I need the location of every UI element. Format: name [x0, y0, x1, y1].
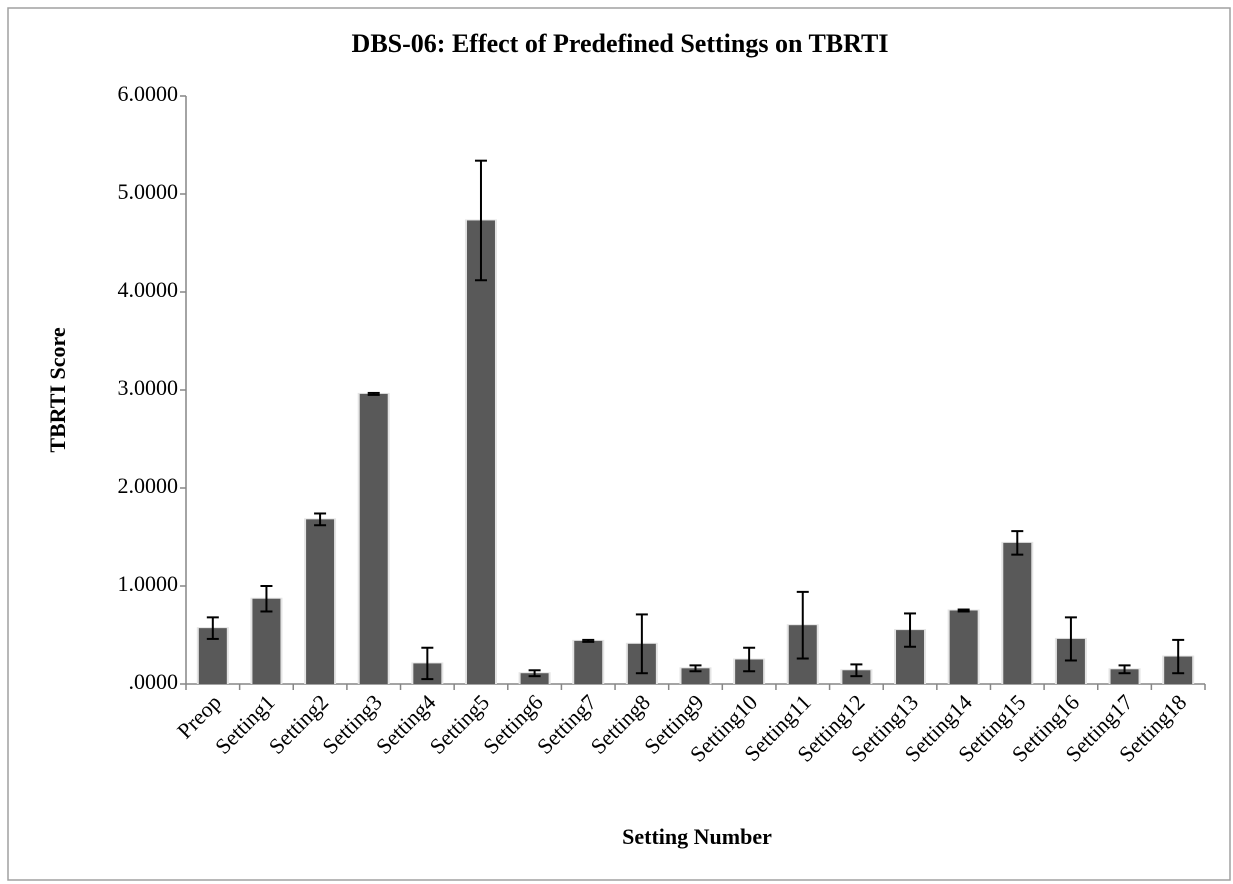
error-bar — [635, 613, 648, 675]
bar — [252, 598, 281, 684]
error-bar — [206, 616, 219, 640]
error-bar — [260, 585, 273, 613]
chart-border — [7, 7, 1231, 881]
bar — [466, 220, 495, 684]
error-bar — [796, 590, 809, 660]
y-tick-label: .0000 — [129, 669, 179, 694]
error-bar — [528, 669, 541, 678]
error-bar — [904, 612, 917, 648]
error-bar — [1064, 616, 1077, 662]
y-tick-label: 6.0000 — [118, 81, 179, 106]
bar — [949, 610, 978, 684]
error-bar — [1172, 638, 1185, 675]
bar — [681, 668, 710, 684]
x-axis-label: Setting Number — [622, 824, 772, 849]
error-bar — [1011, 530, 1024, 556]
chart-title: DBS-06: Effect of Predefined Settings on… — [352, 29, 889, 58]
bar — [306, 519, 335, 684]
bar — [1110, 669, 1139, 684]
y-axis-label: TBRTI Score — [45, 327, 70, 453]
error-bar — [582, 638, 595, 643]
error-bar — [1118, 664, 1131, 675]
bar — [359, 393, 388, 684]
y-tick-label: 4.0000 — [118, 277, 179, 302]
error-bar — [850, 663, 863, 678]
error-bar — [957, 608, 970, 613]
y-tick-label: 3.0000 — [118, 375, 179, 400]
bar — [520, 673, 549, 684]
error-bar — [689, 664, 702, 673]
bar — [574, 640, 603, 684]
y-tick-label: 1.0000 — [118, 571, 179, 596]
error-bar — [367, 391, 380, 396]
error-bar — [421, 646, 434, 681]
error-bar — [743, 646, 756, 673]
y-tick-label: 5.0000 — [118, 179, 179, 204]
bar — [1003, 542, 1032, 684]
error-bar — [314, 512, 327, 527]
error-bar — [474, 159, 487, 282]
y-tick-label: 2.0000 — [118, 473, 179, 498]
